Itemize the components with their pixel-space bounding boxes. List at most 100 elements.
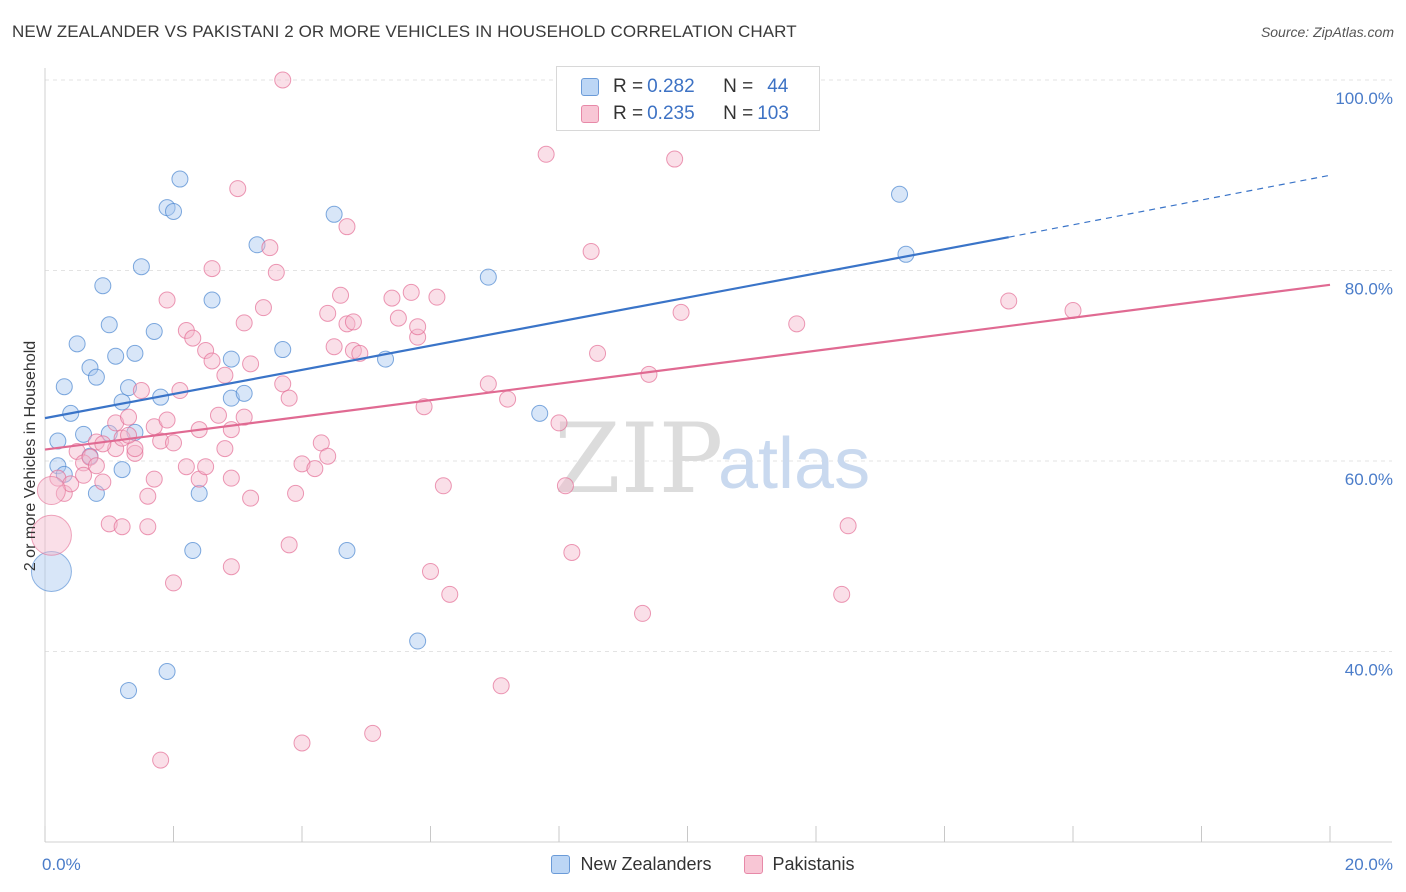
y-tick-label: 60.0% (1345, 470, 1393, 489)
data-point (171, 382, 189, 400)
data-point (492, 677, 510, 695)
data-point (100, 515, 118, 533)
source-label: Source: ZipAtlas.com (1260, 24, 1394, 40)
data-point (209, 406, 227, 424)
x-tick-labels: 0.0% 20.0% (42, 855, 1393, 874)
data-point (563, 543, 581, 561)
legend-swatch-pink (743, 854, 763, 874)
data-point (242, 489, 260, 507)
data-point (306, 460, 324, 478)
correlation-legend: R = 0.282 N = 44 R = 0.235 N = 103 (556, 66, 820, 131)
trend-line (44, 283, 1331, 451)
y-axis-label: 2 or more Vehicles in Household (22, 341, 39, 571)
grid-lines (45, 79, 1392, 652)
data-point (254, 299, 272, 317)
data-point (634, 604, 652, 622)
axes (44, 68, 1392, 843)
data-point (139, 487, 157, 505)
data-point (145, 470, 163, 488)
data-point (165, 202, 182, 220)
data-point (222, 558, 240, 576)
data-point (402, 283, 420, 301)
data-point (325, 338, 343, 356)
data-point (550, 414, 568, 432)
data-point (389, 309, 407, 327)
data-point (203, 352, 221, 370)
data-point (499, 390, 517, 408)
data-point (415, 398, 433, 416)
data-point (120, 408, 138, 426)
data-point (132, 382, 150, 400)
data-point (409, 318, 427, 336)
trend-line-extension (1008, 174, 1331, 238)
data-point (556, 477, 574, 495)
watermark-atlas: atlas (718, 424, 870, 504)
data-point (409, 632, 427, 650)
legend-n-key: N = (723, 103, 754, 124)
data-point (672, 303, 690, 321)
data-point (107, 414, 125, 432)
data-point (833, 585, 851, 603)
data-point (113, 461, 131, 479)
data-point (171, 170, 189, 188)
x-tick-label: 20.0% (1345, 855, 1393, 874)
data-point (158, 411, 176, 429)
data-point (293, 455, 311, 473)
data-point (640, 365, 658, 383)
data-point (280, 389, 298, 407)
y-tick-label: 40.0% (1345, 661, 1393, 680)
legend-swatch-pink (581, 105, 599, 123)
data-point (126, 344, 144, 362)
data-point (203, 260, 221, 278)
data-point (107, 347, 125, 365)
data-point (479, 375, 497, 393)
data-point (100, 316, 118, 334)
data-point (152, 751, 170, 769)
data-point (274, 71, 292, 89)
data-point (589, 344, 607, 362)
legend-row-new-zealanders: R = 0.282 N = 44 (581, 74, 788, 100)
data-point (364, 724, 382, 742)
data-point (165, 434, 182, 452)
data-point (158, 291, 176, 309)
data-point (422, 562, 439, 580)
data-point (293, 734, 311, 752)
data-point (332, 286, 350, 304)
data-point (428, 288, 446, 306)
data-point (152, 432, 170, 450)
data-point (120, 426, 138, 444)
legend-row-pakistanis: R = 0.235 N = 103 (581, 101, 789, 127)
data-point (75, 466, 93, 484)
data-point (55, 378, 73, 396)
legend-r-value: 0.282 (647, 76, 695, 97)
data-point (235, 384, 253, 402)
data-point (120, 682, 138, 700)
legend-n-value: 44 (767, 76, 789, 97)
legend-item-new-zealanders[interactable]: New Zealanders (551, 853, 712, 875)
data-point (274, 375, 292, 393)
series-legend: New Zealanders Pakistanis (0, 852, 1406, 876)
data-point-large (30, 550, 72, 592)
data-point (229, 180, 247, 198)
data-point (537, 145, 555, 163)
data-point-large (30, 514, 72, 556)
legend-swatch-blue (581, 78, 599, 96)
data-point (280, 536, 298, 554)
data-point (839, 517, 857, 535)
legend-label: New Zealanders (580, 853, 712, 874)
watermark-zip: ZIP (554, 403, 723, 515)
data-point (788, 315, 806, 333)
data-point (216, 366, 234, 384)
data-point (267, 263, 285, 281)
data-point (113, 518, 131, 536)
data-point (235, 314, 253, 332)
data-point (235, 408, 253, 426)
data-point (479, 268, 497, 286)
data-point (139, 518, 157, 536)
data-point (216, 440, 234, 458)
data-point (145, 322, 163, 340)
legend-r-key: R = (613, 76, 644, 97)
legend-r-key: R = (613, 103, 644, 124)
legend-item-pakistanis[interactable]: Pakistanis (743, 854, 855, 875)
